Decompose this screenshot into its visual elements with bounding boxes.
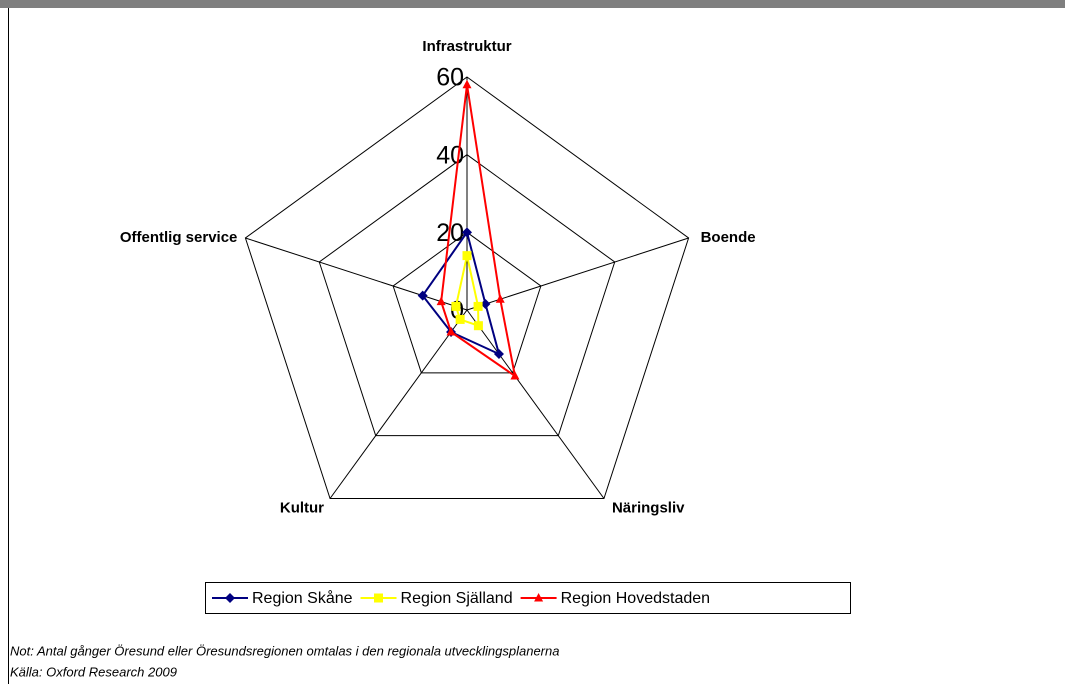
category-label: Infrastruktur xyxy=(422,38,511,55)
marker xyxy=(462,251,472,261)
legend: Region Skåne Region Själland Region Hoveds… xyxy=(205,582,851,614)
marker xyxy=(446,326,456,336)
marker xyxy=(473,301,483,311)
series-line xyxy=(454,255,480,328)
category-label: Offentlig service xyxy=(120,229,238,246)
top-bar xyxy=(0,0,1065,8)
category-label: Näringsliv xyxy=(612,499,685,516)
legend-label: Region Skåne xyxy=(252,589,353,607)
marker xyxy=(510,370,520,380)
marker xyxy=(480,298,491,309)
marker xyxy=(374,593,384,603)
note: Not: Antal gånger Öresund eller Öresunds… xyxy=(10,643,559,658)
grid-ring xyxy=(392,231,542,374)
marker xyxy=(534,593,544,602)
spoke xyxy=(245,237,468,311)
category-label: Kultur xyxy=(280,499,324,516)
marker xyxy=(436,296,446,306)
category-label: Boende xyxy=(701,229,756,246)
legend-label: Region Själland xyxy=(401,590,513,607)
series-line xyxy=(421,229,501,356)
marker xyxy=(462,79,472,89)
marker xyxy=(451,301,461,311)
series-line xyxy=(440,84,517,379)
marker xyxy=(462,227,472,238)
marker xyxy=(417,290,428,301)
tick-label: 60 xyxy=(436,64,464,92)
spoke xyxy=(329,309,468,499)
grid-ring xyxy=(244,76,690,500)
grid-ring xyxy=(318,154,616,437)
marker xyxy=(473,321,483,331)
legend-label: Region Hovedstaden xyxy=(561,590,710,607)
spoke xyxy=(466,309,605,499)
marker xyxy=(455,314,465,324)
marker xyxy=(493,348,504,359)
marker xyxy=(225,593,235,603)
marker xyxy=(495,294,505,303)
spoke xyxy=(466,237,689,311)
source: Källa: Oxford Research 2009 xyxy=(10,664,177,679)
